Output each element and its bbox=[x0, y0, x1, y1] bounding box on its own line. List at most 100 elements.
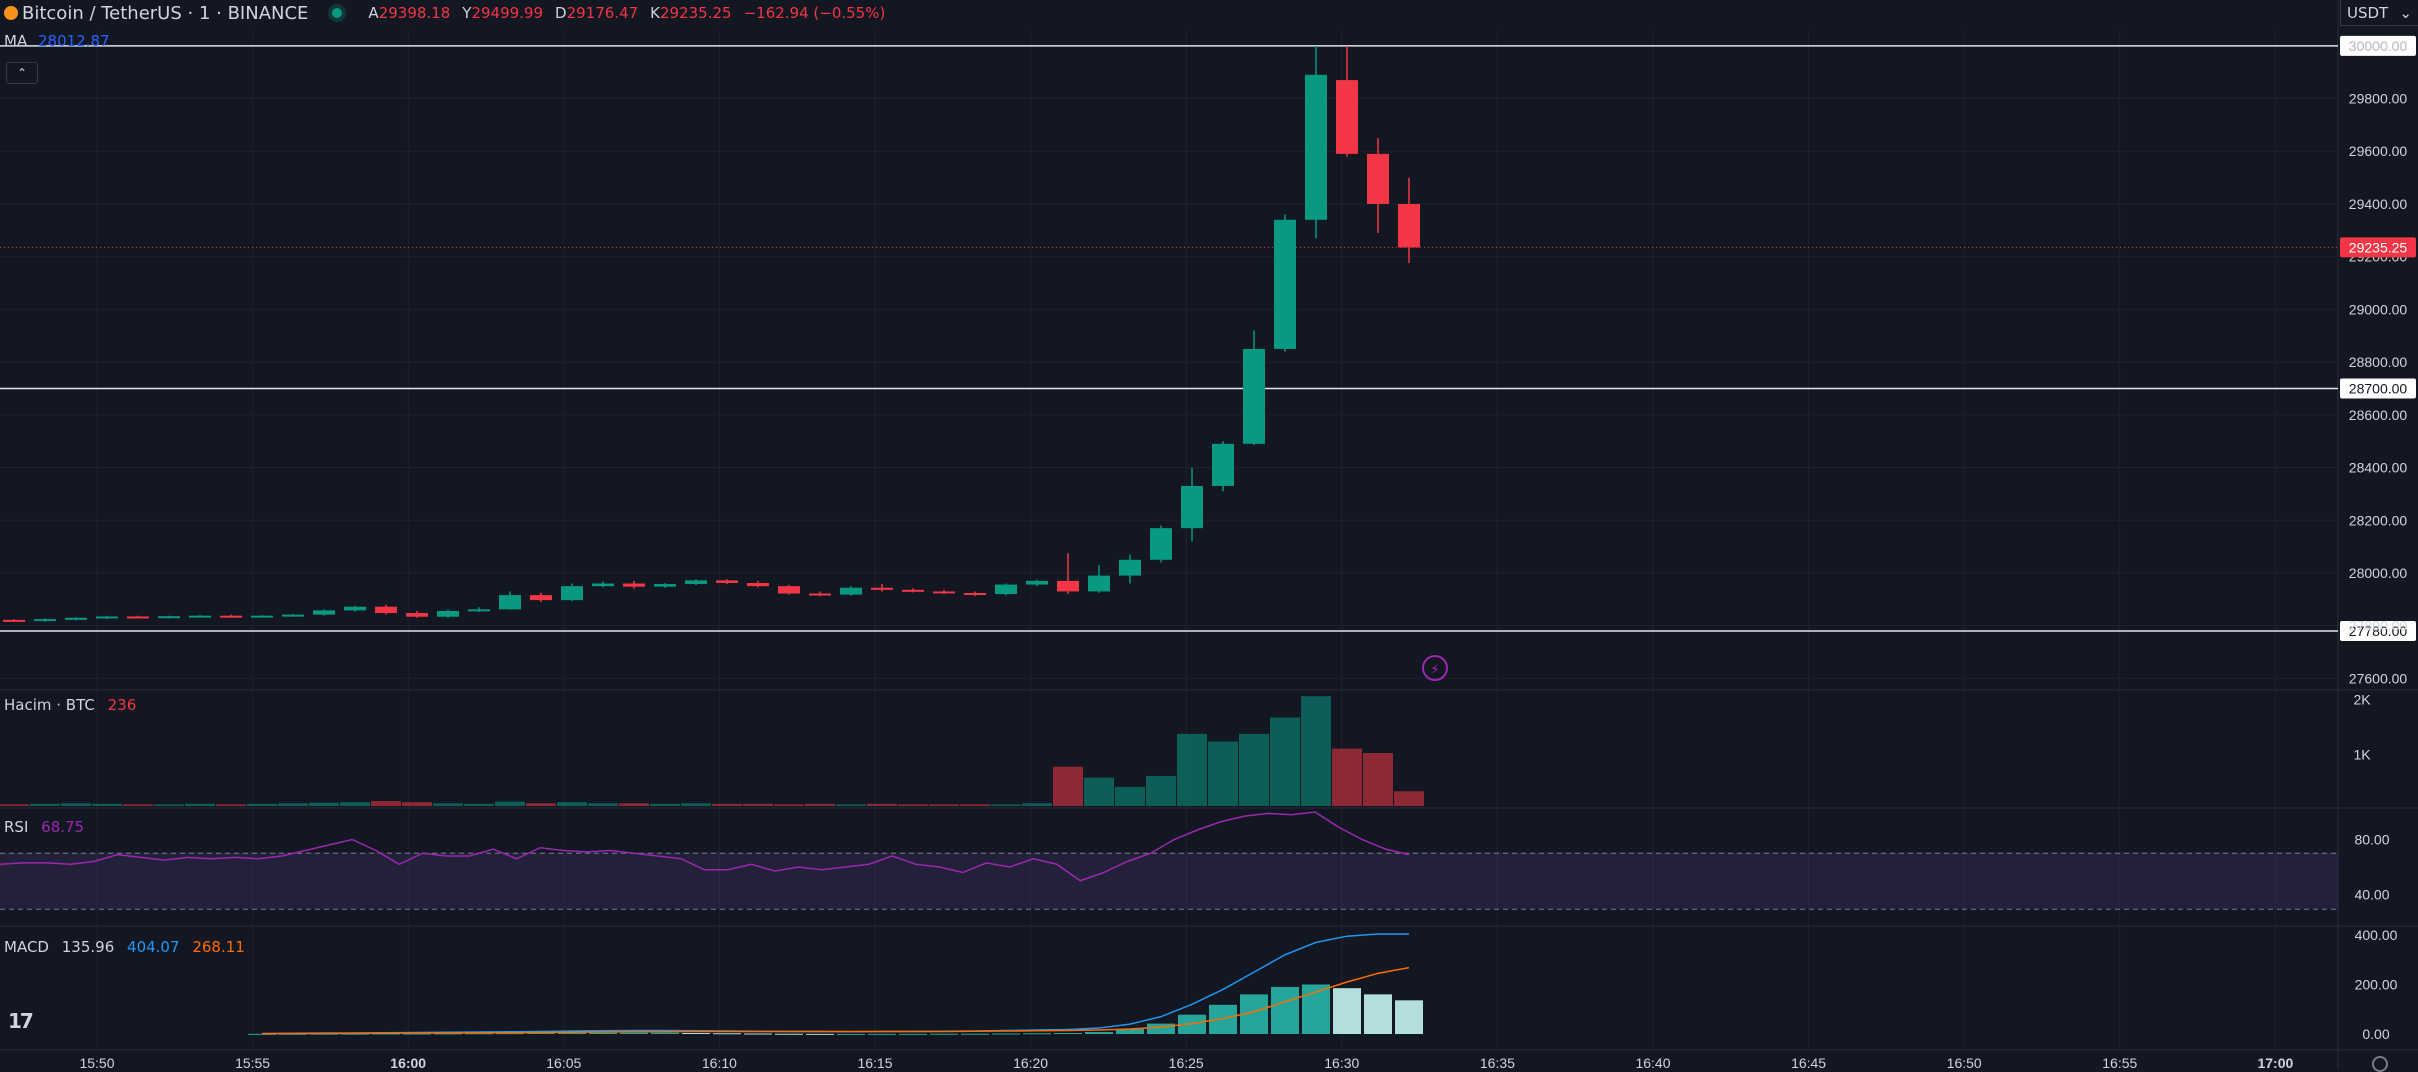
macd-histogram-bar bbox=[1364, 994, 1392, 1034]
candle bbox=[778, 586, 800, 594]
macd-histogram-bar bbox=[1395, 1000, 1423, 1034]
candle bbox=[1398, 203, 1420, 248]
volume-bar bbox=[960, 804, 990, 806]
candle bbox=[96, 616, 118, 619]
candle bbox=[251, 615, 273, 618]
rsi-legend[interactable]: RSI 68.75 bbox=[4, 818, 85, 836]
candle bbox=[282, 614, 304, 617]
price-tick-label: 30000.00 bbox=[2349, 38, 2408, 54]
price-tick-label: 28600.00 bbox=[2349, 407, 2408, 423]
volume-bar bbox=[495, 801, 525, 806]
ohlc-values: A29398.18 Y29499.99 D29176.47 K29235.25 −162… bbox=[368, 4, 885, 22]
currency-selector[interactable]: USDT ⌄ bbox=[2340, 0, 2418, 26]
candle bbox=[220, 615, 242, 618]
time-tick-label: 16:40 bbox=[1635, 1055, 1670, 1070]
macd-histogram-bar bbox=[248, 1033, 276, 1035]
time-tick-label: 16:30 bbox=[1324, 1055, 1359, 1070]
price-tick-label: 29400.00 bbox=[2349, 196, 2408, 212]
rsi-tick-label: 80.00 bbox=[2354, 832, 2389, 848]
macd-histogram-bar bbox=[1023, 1033, 1051, 1035]
macd-histogram-bar bbox=[620, 1032, 648, 1034]
volume-bar bbox=[216, 804, 246, 806]
time-tick-label: 16:15 bbox=[857, 1055, 892, 1070]
volume-bar bbox=[371, 801, 401, 806]
volume-bar bbox=[433, 803, 463, 806]
volume-legend[interactable]: Hacim · BTC 236 bbox=[4, 696, 137, 714]
macd-histogram-bar bbox=[341, 1033, 369, 1035]
macd-histogram-bar bbox=[1054, 1033, 1082, 1035]
macd-histogram-bar bbox=[558, 1032, 586, 1034]
candle bbox=[1026, 580, 1048, 585]
macd-histogram-bar bbox=[403, 1033, 431, 1035]
macd-legend[interactable]: MACD 135.96 404.07 268.11 bbox=[4, 938, 245, 956]
price-tick-label: 29600.00 bbox=[2349, 143, 2408, 159]
symbol-title[interactable]: Bitcoin / TetherUS · 1 · BINANCE bbox=[22, 2, 309, 24]
candle bbox=[65, 617, 87, 620]
candle bbox=[127, 616, 149, 619]
volume-bar bbox=[340, 802, 370, 806]
candle bbox=[1181, 485, 1203, 529]
price-tick-label: 28400.00 bbox=[2349, 460, 2408, 476]
candle bbox=[158, 616, 180, 619]
macd-histogram-bar bbox=[651, 1032, 679, 1034]
macd-histogram-bar bbox=[744, 1033, 772, 1035]
candle bbox=[1088, 575, 1110, 592]
ohlc-item: D29176.47 bbox=[555, 4, 639, 22]
market-open-icon bbox=[332, 8, 343, 18]
macd-histogram-bar bbox=[465, 1033, 493, 1035]
time-tick-label: 16:05 bbox=[546, 1055, 581, 1070]
ohlc-item: K29235.25 bbox=[650, 4, 732, 22]
candle bbox=[871, 587, 893, 590]
volume-bar bbox=[1022, 803, 1052, 806]
last-price-label-bg bbox=[2340, 237, 2416, 258]
macd-histogram-bar bbox=[961, 1033, 989, 1035]
volume-bar bbox=[1084, 777, 1114, 806]
chevron-down-icon: ⌄ bbox=[2399, 3, 2412, 22]
volume-bar bbox=[557, 802, 587, 806]
macd-histogram-bar bbox=[1116, 1029, 1144, 1034]
macd-histogram-bar bbox=[1147, 1023, 1175, 1034]
candle bbox=[1336, 80, 1358, 154]
bitcoin-logo-icon bbox=[4, 6, 18, 20]
candle bbox=[654, 584, 676, 587]
volume-bar bbox=[92, 803, 122, 806]
ohlc-item: Y29499.99 bbox=[462, 4, 544, 22]
candle bbox=[468, 609, 490, 612]
volume-bar bbox=[1363, 753, 1393, 806]
candle bbox=[1367, 153, 1389, 204]
candle bbox=[1305, 74, 1327, 220]
volume-bar bbox=[805, 803, 835, 806]
price-tick-label: 27600.00 bbox=[2349, 670, 2408, 686]
macd-tick-label: 0.00 bbox=[2362, 1026, 2389, 1042]
candle bbox=[3, 619, 25, 622]
ma-legend[interactable]: MA 28012.87 bbox=[4, 32, 110, 50]
candle bbox=[840, 587, 862, 595]
rsi-band bbox=[0, 852, 2338, 910]
candle bbox=[592, 583, 614, 587]
volume-bar bbox=[247, 803, 277, 806]
candle bbox=[34, 619, 56, 622]
macd-histogram-bar bbox=[1085, 1032, 1113, 1034]
macd-histogram-bar bbox=[1333, 988, 1361, 1034]
volume-bar bbox=[1270, 717, 1300, 806]
collapse-legend-button[interactable]: ⌃ bbox=[6, 62, 38, 84]
tradingview-logo-icon[interactable]: 17 bbox=[8, 1009, 34, 1033]
candle bbox=[747, 582, 769, 587]
macd-histogram-bar bbox=[496, 1033, 524, 1035]
volume-bar bbox=[154, 804, 184, 806]
volume-bar bbox=[836, 804, 866, 806]
volume-bar bbox=[650, 803, 680, 806]
volume-bar bbox=[619, 803, 649, 806]
volume-bar bbox=[991, 804, 1021, 806]
macd-histogram-bar bbox=[589, 1032, 617, 1034]
candle bbox=[406, 613, 428, 617]
candle bbox=[1057, 580, 1079, 592]
macd-histogram-bar bbox=[806, 1033, 834, 1035]
last-price-label: 29235.25 bbox=[2349, 239, 2408, 255]
macd-histogram-bar bbox=[434, 1033, 462, 1035]
candle bbox=[561, 586, 583, 601]
time-tick-label: 17:00 bbox=[2257, 1055, 2293, 1070]
macd-histogram-bar bbox=[713, 1033, 741, 1035]
candle bbox=[1274, 219, 1296, 349]
